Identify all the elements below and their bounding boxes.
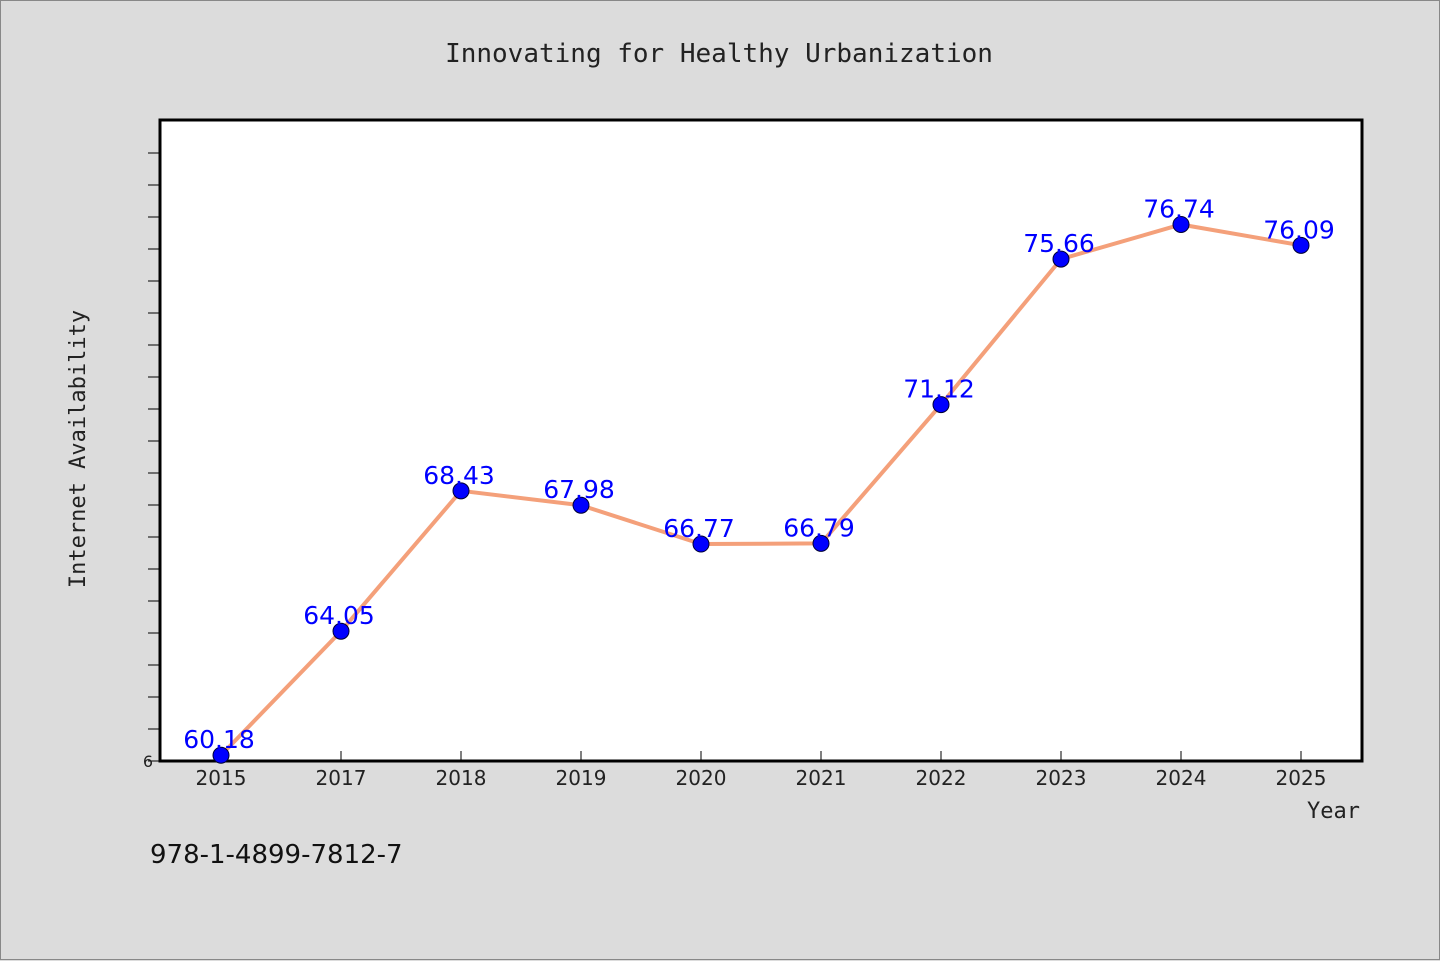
data-label: 60.18 [183,725,255,754]
x-tick-label: 2022 [916,766,967,790]
y-tick-label: 6 [143,752,153,771]
x-tick-label: 2020 [676,766,727,790]
data-point-marker [572,496,590,514]
x-tick-label: 2017 [316,766,367,790]
chart-title: Innovating for Healthy Urbanization [445,39,993,69]
x-tick-label: 2015 [196,766,247,790]
data-point-marker [1292,236,1310,254]
x-tick-label: 2024 [1156,766,1207,790]
y-axis-ticks: 6 [143,152,160,771]
x-tick-label: 2018 [436,766,487,790]
x-tick-label: 2021 [796,766,847,790]
data-label: 75.66 [1023,229,1095,258]
data-point-marker [452,482,470,500]
x-axis-ticks: 2015 2017 2018 2019 2020 2021 2022 2023 2024 2025 [196,751,1327,790]
data-label: 71.12 [903,375,975,404]
x-axis-title: Year [1307,799,1360,824]
data-label: 66.79 [783,513,855,542]
data-label-group: 60.18 64.05 68.43 67.98 66.77 66.79 71.12 75.66… [183,194,1335,754]
data-label: 76.09 [1263,215,1335,244]
data-label: 64.05 [303,601,375,630]
data-point-marker [1172,215,1190,233]
data-point-marker [332,622,350,640]
data-point-marker [212,746,230,764]
data-label: 67.98 [543,475,615,504]
x-tick-label: 2019 [556,766,607,790]
data-point-marker [932,396,950,414]
series-line-group [219,222,1303,758]
x-tick-label: 2023 [1036,766,1087,790]
marker-group [212,215,1310,764]
footer-code: 978-1-4899-7812-7 [150,840,403,870]
y-axis-title: Internet Availability [66,310,91,588]
series-line [219,222,1303,758]
data-point-marker [812,534,830,552]
data-point-marker [692,535,710,553]
data-label: 76.74 [1143,194,1215,223]
data-point-marker [1052,250,1070,268]
plot-area [158,118,1364,763]
data-label: 66.77 [663,514,735,543]
x-tick-label: 2025 [1276,766,1327,790]
data-label: 68.43 [423,461,495,490]
